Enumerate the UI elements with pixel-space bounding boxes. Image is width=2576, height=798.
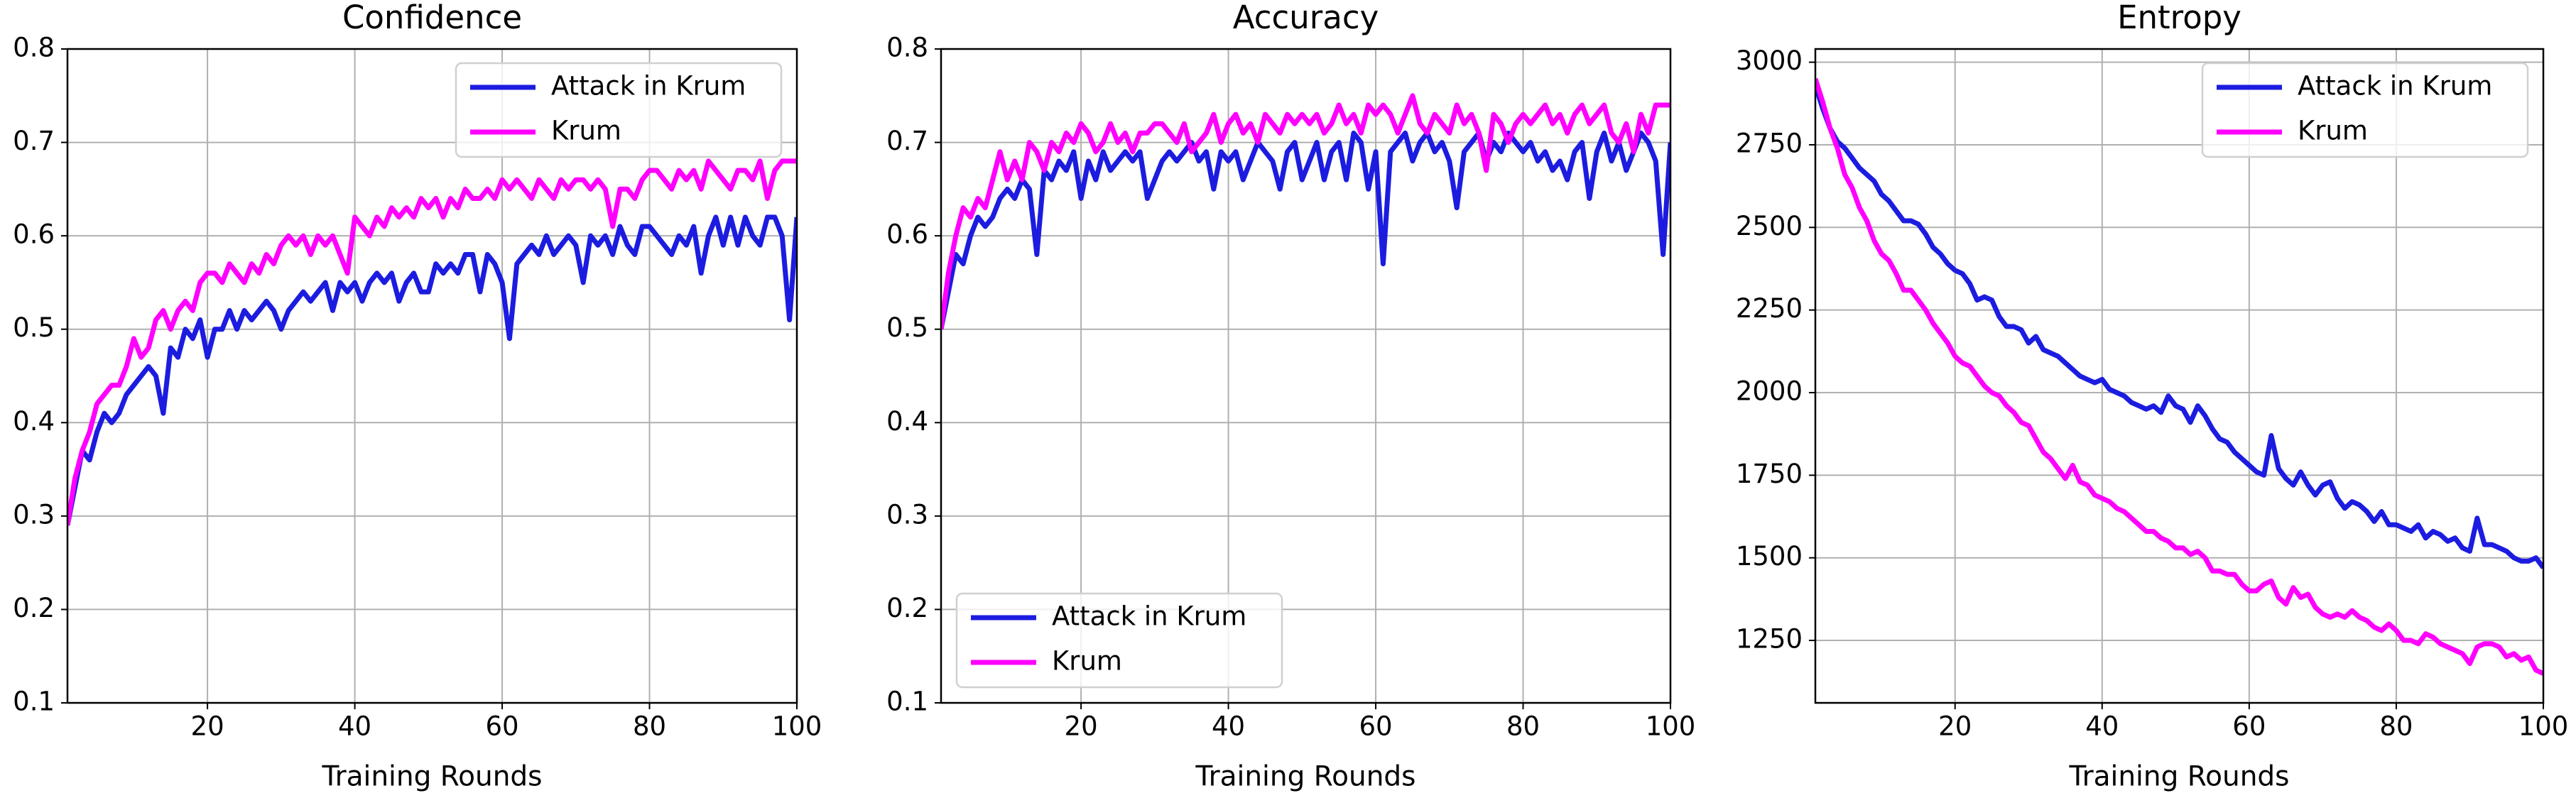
legend-label: Attack in Krum <box>2298 71 2492 102</box>
y-tick-label: 0.1 <box>886 687 928 717</box>
chart-panel: 1250 1500 1750 2000 2250 2500 2750 3000 20 40 60 80… <box>1736 0 2568 793</box>
legend-box <box>455 62 783 158</box>
chart-title: Accuracy <box>1233 0 1379 36</box>
data-line <box>67 158 797 526</box>
y-tick-label: 0.8 <box>13 33 55 63</box>
legend-label: Attack in Krum <box>551 71 746 102</box>
y-tick-label: 0.3 <box>886 499 928 530</box>
legend-box <box>2201 62 2529 158</box>
y-tick-label: 2000 <box>1736 376 1803 407</box>
y-tick-label: 0.3 <box>13 499 55 530</box>
x-tick-label: 20 <box>1065 711 1098 742</box>
x-tick-label: 100 <box>2518 711 2569 742</box>
data-line <box>941 93 1670 330</box>
chart-panel: 0.1 0.2 0.3 0.4 0.5 0.6 0.7 0.8 20 40 60 80 100 Confi… <box>13 0 822 793</box>
y-tick-label: 3000 <box>1736 45 1803 76</box>
data-line <box>1815 84 2543 569</box>
x-tick-label: 40 <box>1212 711 1245 742</box>
chart-title: Confidence <box>342 0 522 36</box>
legend-label: Krum <box>2298 116 2368 146</box>
chart-title: Entropy <box>2117 0 2241 36</box>
legend-label: Krum <box>1052 646 1122 677</box>
x-axis-label: Training Rounds <box>1195 761 1415 793</box>
x-tick-label: 40 <box>2085 711 2119 742</box>
data-line <box>67 214 797 526</box>
plot-frame <box>940 48 1672 704</box>
y-tick-label: 0.7 <box>13 126 55 156</box>
x-tick-label: 80 <box>633 711 666 742</box>
y-tick-label: 2250 <box>1736 293 1803 324</box>
y-tick-label: 0.4 <box>886 406 928 437</box>
x-tick-label: 100 <box>772 711 822 742</box>
legend-label: Krum <box>551 116 621 146</box>
y-tick-label: 0.4 <box>13 406 55 437</box>
y-tick-label: 0.5 <box>886 312 928 343</box>
y-tick-label: 0.2 <box>13 593 55 623</box>
y-tick-label: 0.6 <box>13 219 55 250</box>
y-tick-label: 0.5 <box>13 312 55 343</box>
y-tick-label: 1250 <box>1736 624 1803 655</box>
y-tick-label: 1750 <box>1736 459 1803 489</box>
data-line <box>941 130 1670 330</box>
x-tick-label: 20 <box>191 711 224 742</box>
x-tick-label: 60 <box>1359 711 1393 742</box>
y-tick-label: 2750 <box>1736 128 1803 158</box>
x-tick-label: 60 <box>2232 711 2266 742</box>
x-tick-label: 80 <box>1506 711 1540 742</box>
legend-box <box>955 592 1283 689</box>
y-tick-label: 0.2 <box>886 593 928 623</box>
y-tick-label: 2500 <box>1736 211 1803 241</box>
y-tick-label: 0.6 <box>886 219 928 250</box>
data-line <box>1815 77 2543 676</box>
y-tick-label: 0.8 <box>886 33 928 63</box>
chart-panel: 0.1 0.2 0.3 0.4 0.5 0.6 0.7 0.8 20 40 60 80 100 Accur… <box>886 0 1695 793</box>
x-axis-label: Training Rounds <box>2068 761 2289 793</box>
y-tick-label: 0.7 <box>886 126 928 156</box>
x-tick-label: 100 <box>1646 711 1696 742</box>
legend-label: Attack in Krum <box>1052 601 1246 632</box>
x-axis-label: Training Rounds <box>321 761 542 793</box>
x-tick-label: 80 <box>2379 711 2413 742</box>
plot-frame <box>66 48 798 704</box>
plot-frame <box>1814 48 2545 704</box>
y-tick-label: 1500 <box>1736 541 1803 572</box>
x-tick-label: 40 <box>338 711 371 742</box>
x-tick-label: 60 <box>486 711 519 742</box>
x-tick-label: 20 <box>1938 711 1972 742</box>
y-tick-label: 0.1 <box>13 687 55 717</box>
